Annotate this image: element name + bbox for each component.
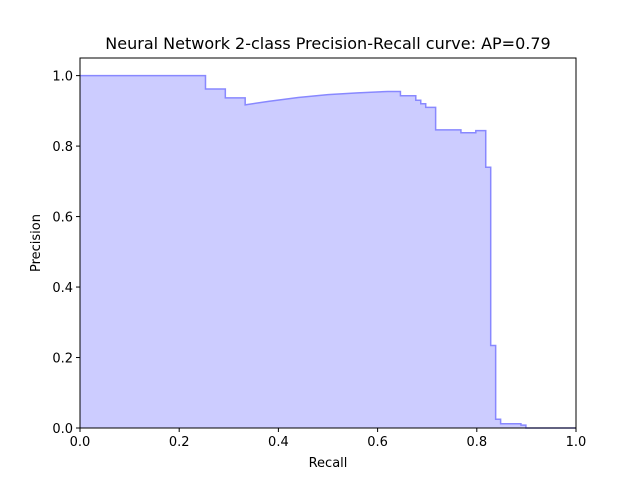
y-axis: 0.0 0.2 0.4 0.6 0.8 1.0 [52,70,80,437]
y-axis-label: Precision [29,214,44,272]
x-axis-label: Recall [309,456,348,471]
x-axis: 0.0 0.2 0.4 0.6 0.8 1.0 [70,428,587,450]
y-tick-label: 1.0 [52,70,73,85]
x-tick-label: 0.0 [70,435,91,450]
x-tick-label: 0.2 [169,435,190,450]
y-tick-label: 0.6 [52,211,73,226]
x-tick-label: 1.0 [566,435,587,450]
x-tick-label: 0.4 [268,435,289,450]
y-tick-label: 0.4 [52,281,73,296]
plot-area [80,74,576,429]
x-tick-label: 0.8 [466,435,487,450]
pr-area-fill [80,75,576,429]
chart-title: Neural Network 2-class Precision-Recall … [105,34,550,53]
y-tick-label: 0.8 [52,140,73,155]
y-tick-label: 0.0 [52,422,73,437]
y-tick-label: 0.2 [52,352,73,367]
plot-frame [79,57,577,429]
x-tick-label: 0.6 [367,435,388,450]
pr-curve-line [80,74,576,429]
